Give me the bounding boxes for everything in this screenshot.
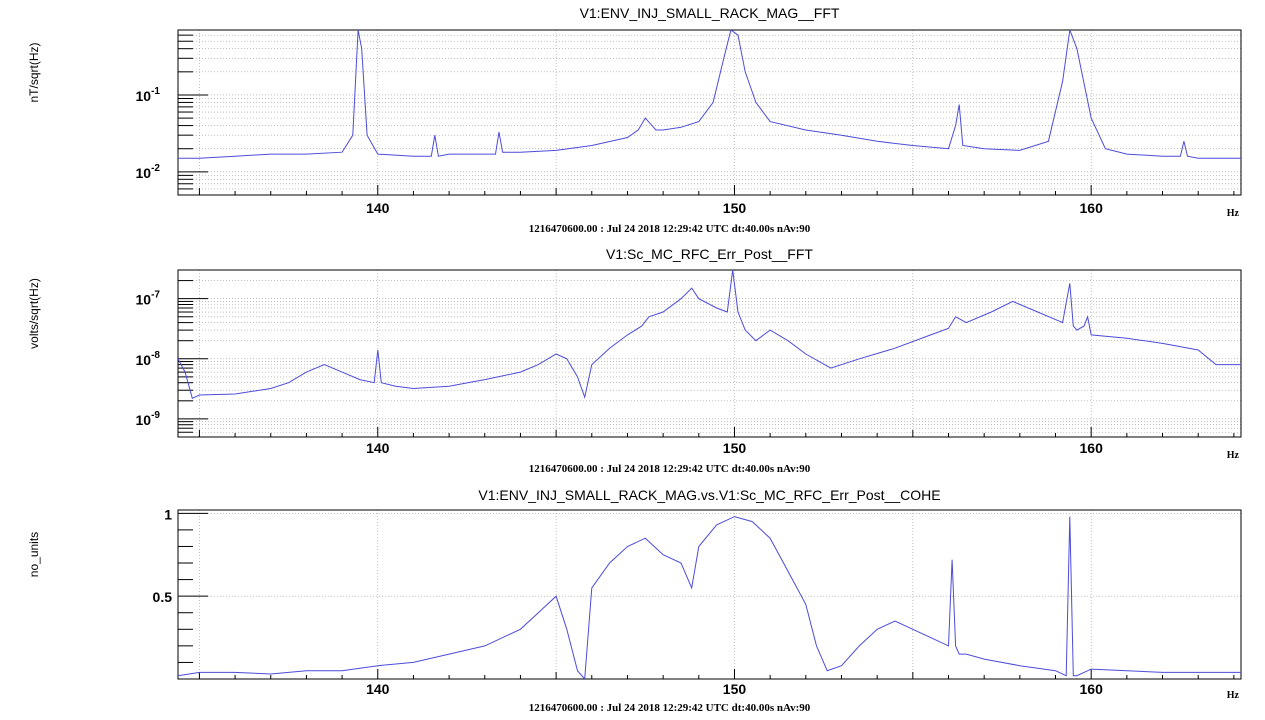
y-axis-label: nT/sqrt(Hz) <box>27 42 41 102</box>
x-tick-label: 150 <box>723 681 747 697</box>
plot-frame <box>177 509 1242 680</box>
x-tick-label: 160 <box>1080 200 1104 216</box>
x-ticks: 140 150 160 <box>198 427 1235 456</box>
x-axis-unit: Hz <box>1227 450 1240 461</box>
x-tick-label: 140 <box>366 440 390 456</box>
series-line-2 <box>178 270 1241 400</box>
y-ticks: 10-7 10-8 10-9 <box>136 269 208 438</box>
x-ticks: 140 150 160 <box>198 185 1235 216</box>
y-axis-label: no_units <box>27 532 41 577</box>
chart-caption: 1216470600.00 : Jul 24 2018 12:29:42 UTC… <box>529 463 811 475</box>
series-line-1 <box>178 30 1241 159</box>
series-line-3 <box>178 516 1241 679</box>
y-tick-label: 1 <box>164 506 172 522</box>
x-tick-label: 150 <box>723 440 747 456</box>
chart-panel-3: 140 150 16010.5V1:ENV_INJ_SMALL_RACK_MAG.v… <box>27 487 1242 714</box>
y-axis-label: volts/sqrt(Hz) <box>27 278 41 349</box>
chart-panel-2: 140 150 160 10-7 10-8 10-9 V1:Sc_MC_RFC_Err_Po… <box>27 246 1242 475</box>
chart-title: V1:Sc_MC_RFC_Err_Post__FFT <box>606 246 813 262</box>
grid-lines <box>178 269 1241 438</box>
x-axis-unit: Hz <box>1227 690 1240 701</box>
chart-panel-1: 140 150 160 10-1 10-2 V1:ENV_INJ_SMALL_RACK_M… <box>27 5 1242 235</box>
chart-title: V1:ENV_INJ_SMALL_RACK_MAG__FFT <box>580 5 840 21</box>
y-ticks: 10.5 <box>153 506 208 663</box>
y-tick-label: 0.5 <box>153 589 173 605</box>
plot-frame <box>177 29 1242 196</box>
y-tick-label: 10-8 <box>136 350 161 368</box>
x-tick-label: 160 <box>1080 440 1104 456</box>
x-tick-label: 140 <box>366 681 390 697</box>
y-ticks: 10-1 10-2 <box>136 34 208 196</box>
x-tick-label: 140 <box>366 200 390 216</box>
chart-title: V1:ENV_INJ_SMALL_RACK_MAG.vs.V1:Sc_MC_RF… <box>478 487 940 503</box>
x-tick-label: 160 <box>1080 681 1104 697</box>
grid-lines <box>178 30 1241 196</box>
x-tick-label: 150 <box>723 200 747 216</box>
y-tick-label: 10-1 <box>136 86 161 104</box>
y-tick-label: 10-9 <box>136 410 161 428</box>
x-axis-unit: Hz <box>1227 208 1240 219</box>
plot-frame <box>177 269 1242 438</box>
chart-caption: 1216470600.00 : Jul 24 2018 12:29:42 UTC… <box>529 702 811 714</box>
grid-lines <box>178 510 1241 679</box>
x-ticks: 140 150 160 <box>198 669 1235 697</box>
chart-caption: 1216470600.00 : Jul 24 2018 12:29:42 UTC… <box>529 223 811 235</box>
y-tick-label: 10-2 <box>136 163 161 181</box>
y-tick-label: 10-7 <box>136 290 161 308</box>
